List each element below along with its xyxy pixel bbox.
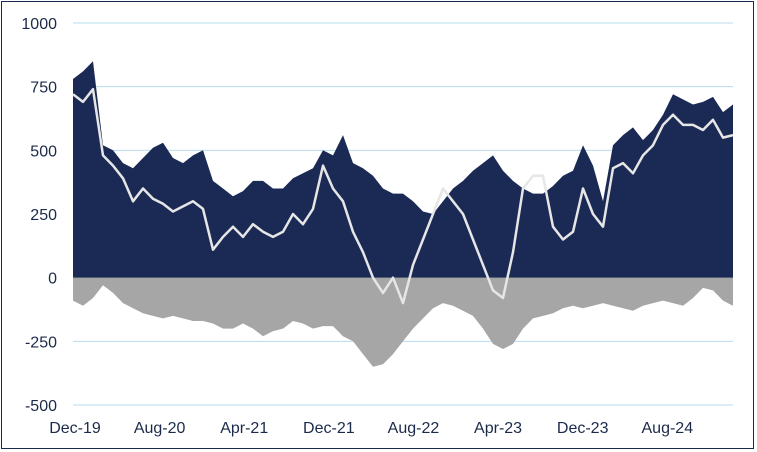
y-tick-label: 750 [30, 80, 57, 97]
y-tick-label: -500 [25, 398, 57, 415]
x-tick-label: Dec-23 [557, 420, 609, 437]
x-tick-label: Dec-19 [49, 420, 101, 437]
x-tick-label: Apr-23 [474, 420, 522, 437]
y-tick-label: 1000 [21, 16, 57, 33]
positive-area-series [73, 61, 733, 278]
x-tick-label: Dec-21 [303, 420, 355, 437]
x-tick-label: Aug-22 [388, 420, 440, 437]
net-line-series [72, 87, 734, 305]
y-tick-label: -250 [25, 334, 57, 351]
y-tick-label: 500 [30, 143, 57, 160]
y-tick-label: 0 [48, 271, 57, 288]
y-tick-label: 250 [30, 207, 57, 224]
x-tick-label: Aug-20 [134, 420, 186, 437]
x-tick-label: Aug-24 [642, 420, 694, 437]
negative-area-series [73, 277, 733, 367]
x-tick-label: Apr-21 [220, 420, 268, 437]
